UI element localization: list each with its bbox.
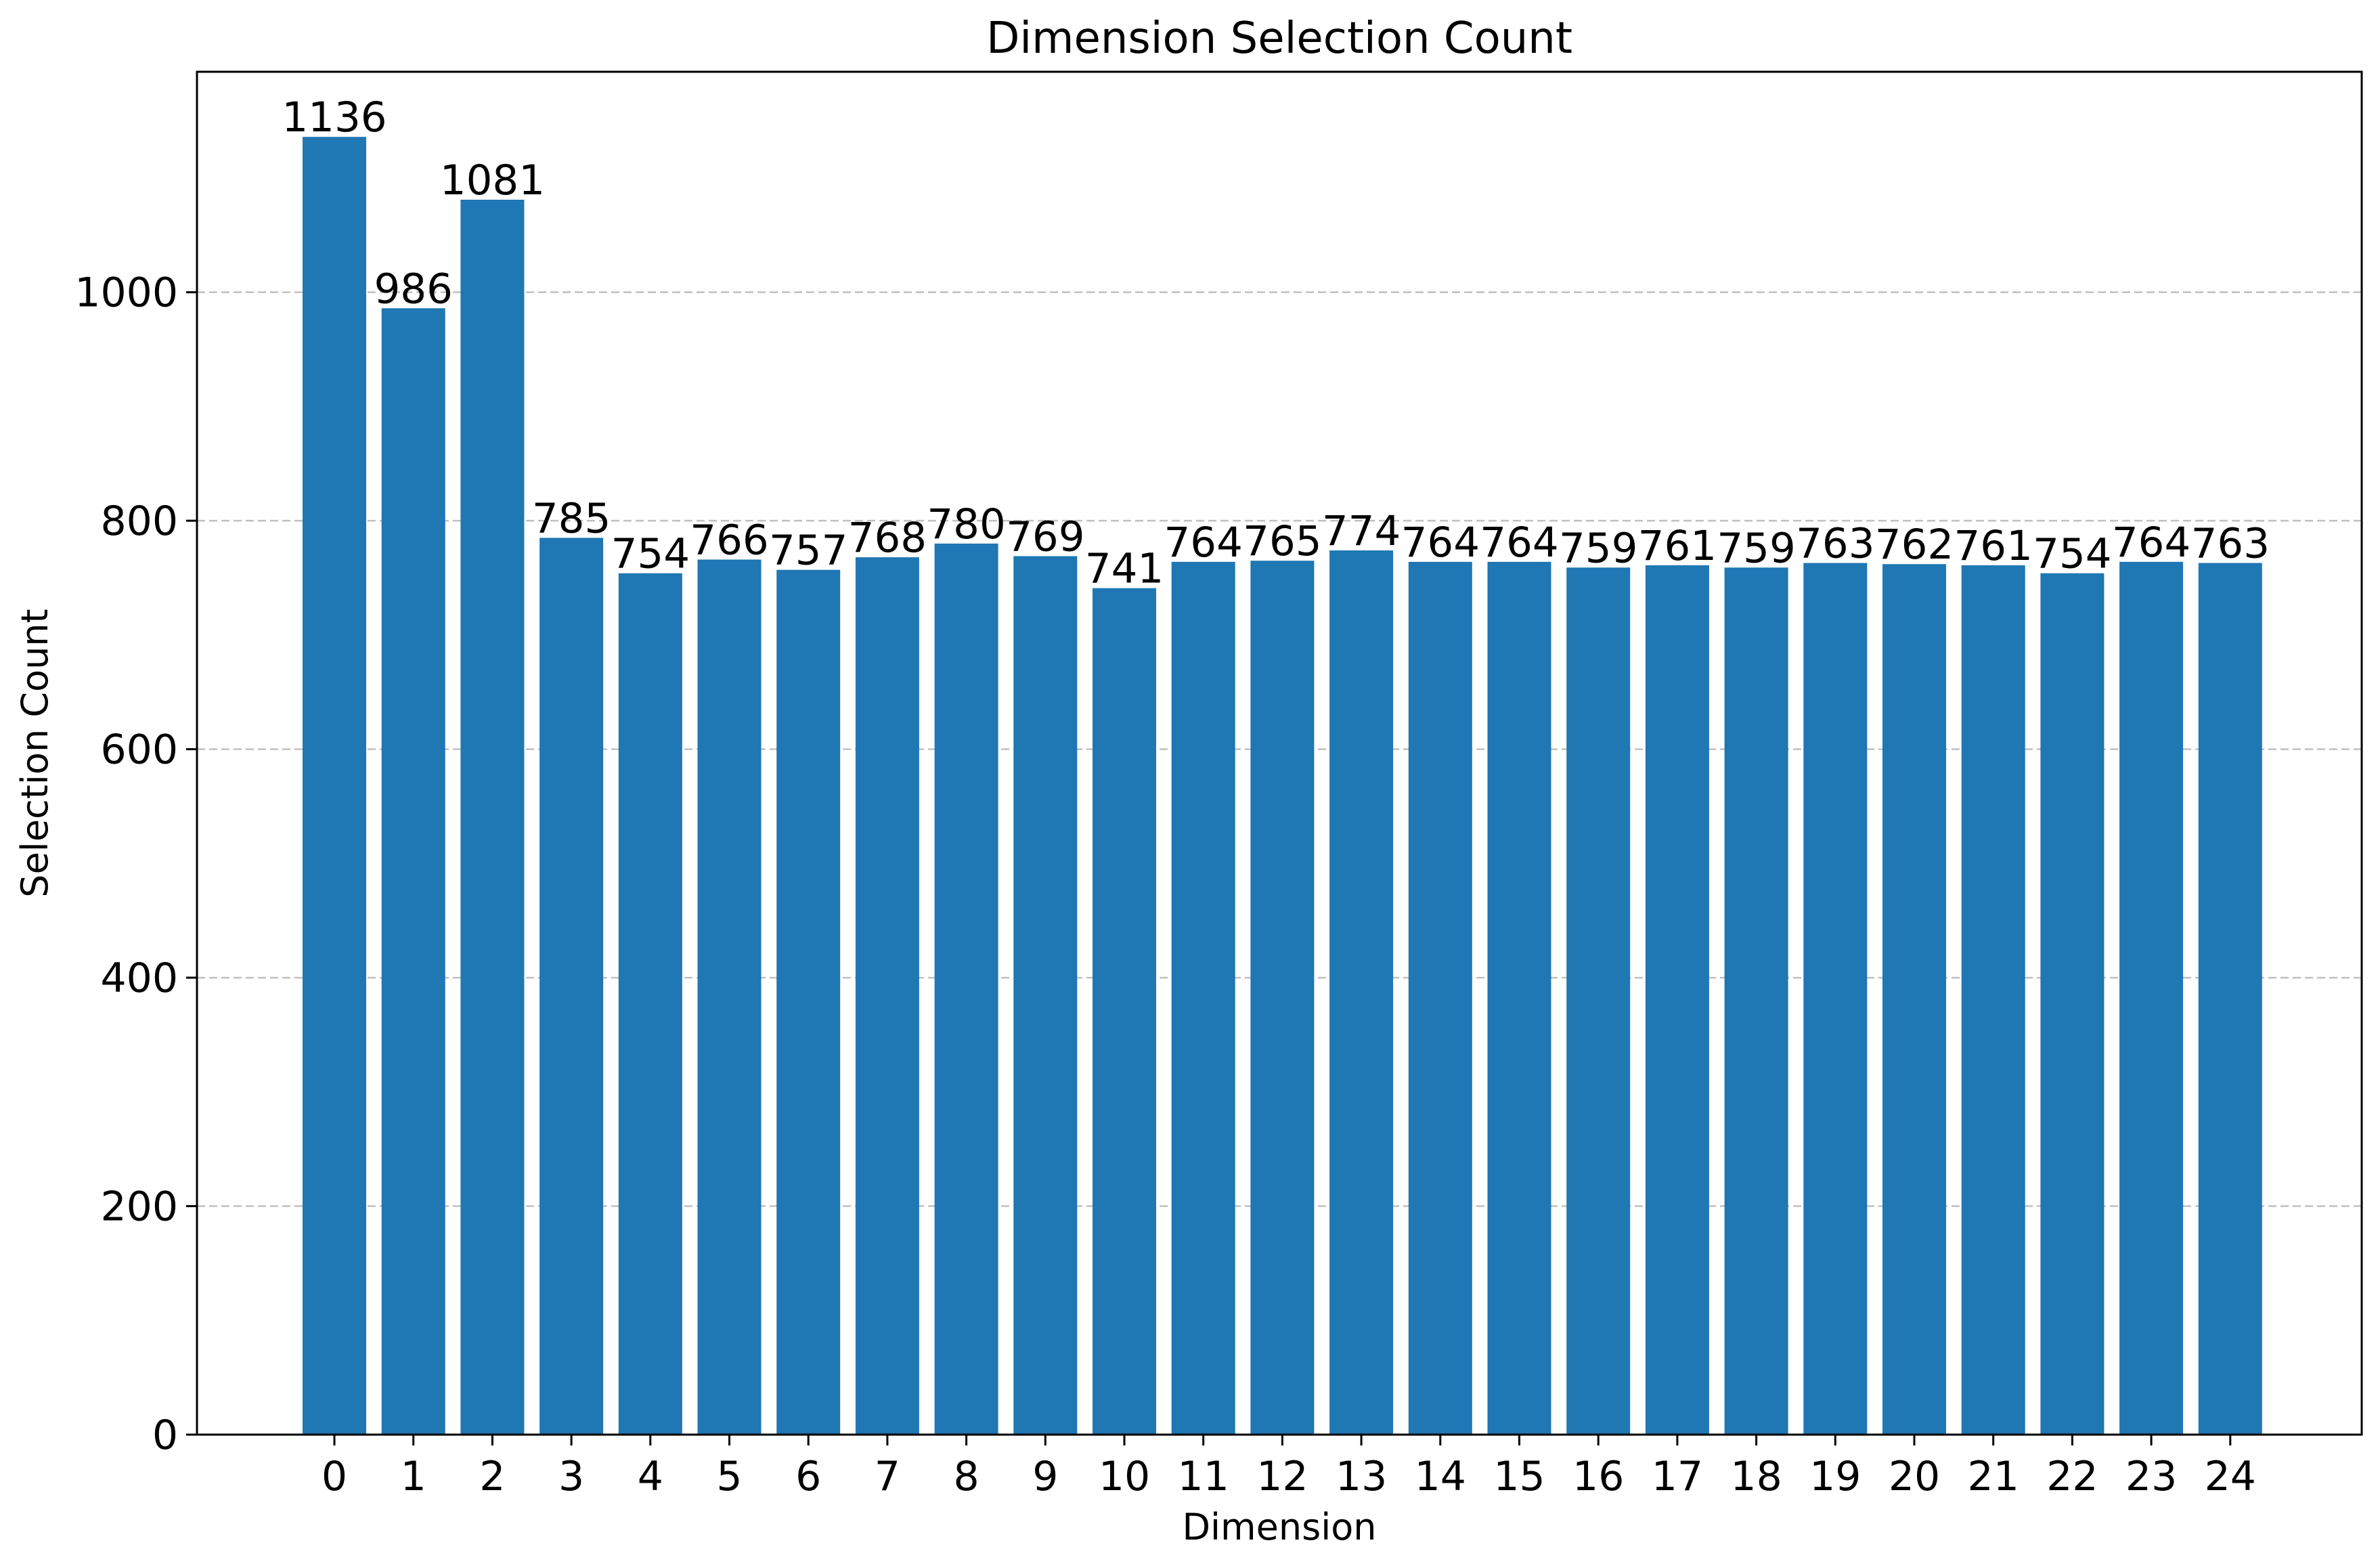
y-tick-label: 0 bbox=[152, 1412, 178, 1459]
bar bbox=[1803, 563, 1868, 1435]
bar-value-label: 763 bbox=[1796, 520, 1874, 568]
bar bbox=[381, 308, 445, 1435]
bar bbox=[1487, 561, 1551, 1435]
bar-value-label: 785 bbox=[532, 494, 611, 542]
bar-value-label: 986 bbox=[374, 265, 452, 313]
bar bbox=[1961, 565, 2025, 1435]
x-tick-label: 10 bbox=[1099, 1453, 1150, 1500]
x-tick-label: 24 bbox=[2205, 1453, 2256, 1500]
bar-value-label: 759 bbox=[1559, 524, 1637, 572]
bar bbox=[2119, 561, 2184, 1435]
x-tick-label: 5 bbox=[716, 1453, 742, 1500]
bar-value-label: 754 bbox=[2033, 530, 2111, 578]
bar-value-label: 764 bbox=[1164, 519, 1242, 567]
bar bbox=[776, 569, 841, 1435]
bar bbox=[855, 557, 919, 1435]
x-axis-ticks: 0 1 2 3 4 5 6 7 8 9 10 11 12 13 14 15 16 17 18 19 20 21 22 23 24 bbox=[322, 1435, 2256, 1500]
x-tick-label: 9 bbox=[1032, 1453, 1058, 1500]
bar bbox=[1329, 550, 1394, 1435]
bar-value-label: 759 bbox=[1717, 524, 1795, 572]
bar-value-label: 768 bbox=[848, 514, 927, 562]
y-tick-label: 800 bbox=[100, 498, 178, 545]
x-tick-label: 20 bbox=[1889, 1453, 1940, 1500]
x-tick-label: 8 bbox=[954, 1453, 979, 1500]
bar bbox=[2040, 573, 2104, 1435]
chart-title: Dimension Selection Count bbox=[986, 14, 1572, 64]
bar-value-label: 763 bbox=[2191, 520, 2270, 568]
bar-value-label: 754 bbox=[611, 530, 690, 578]
bar-value-label: 764 bbox=[1401, 519, 1480, 567]
x-tick-label: 1 bbox=[401, 1453, 426, 1500]
bar bbox=[1566, 567, 1631, 1435]
x-tick-label: 0 bbox=[322, 1453, 347, 1500]
y-tick-label: 1000 bbox=[74, 269, 178, 317]
bar bbox=[1093, 588, 1156, 1435]
bar bbox=[697, 559, 762, 1435]
x-tick-label: 22 bbox=[2046, 1453, 2098, 1500]
y-tick-label: 400 bbox=[100, 955, 178, 1002]
x-tick-label: 18 bbox=[1730, 1453, 1782, 1500]
bar bbox=[303, 137, 366, 1435]
y-tick-label: 600 bbox=[100, 726, 178, 774]
bar bbox=[1408, 561, 1472, 1435]
bar-value-label: 741 bbox=[1085, 545, 1164, 593]
bar-value-label: 757 bbox=[769, 527, 847, 575]
bar-value-label: 764 bbox=[1480, 519, 1558, 567]
bar-value-label: 762 bbox=[1875, 521, 1954, 569]
bar bbox=[460, 199, 525, 1435]
y-tick-label: 200 bbox=[100, 1183, 178, 1231]
bar bbox=[1171, 561, 1235, 1435]
x-tick-label: 4 bbox=[638, 1453, 663, 1500]
bar-value-label: 764 bbox=[2112, 519, 2190, 567]
bar-value-label: 761 bbox=[1954, 522, 2032, 570]
y-axis-label: Selection Count bbox=[14, 609, 56, 897]
bar-value-label: 774 bbox=[1322, 507, 1401, 555]
x-tick-label: 13 bbox=[1336, 1453, 1387, 1500]
bar-value-label: 766 bbox=[690, 516, 768, 564]
bar-value-label: 769 bbox=[1006, 513, 1084, 561]
x-tick-label: 3 bbox=[558, 1453, 584, 1500]
x-tick-label: 23 bbox=[2125, 1453, 2177, 1500]
x-tick-label: 7 bbox=[875, 1453, 900, 1500]
x-axis-label: Dimension bbox=[1182, 1506, 1376, 1548]
bar bbox=[1724, 567, 1788, 1435]
x-tick-label: 14 bbox=[1415, 1453, 1466, 1500]
bar-value-label: 1081 bbox=[440, 156, 545, 204]
bars bbox=[303, 137, 2262, 1435]
x-tick-label: 12 bbox=[1256, 1453, 1308, 1500]
x-tick-label: 16 bbox=[1572, 1453, 1624, 1500]
bar-value-label: 780 bbox=[927, 500, 1005, 548]
x-tick-label: 21 bbox=[1968, 1453, 2019, 1500]
bar bbox=[2198, 563, 2262, 1435]
x-tick-label: 17 bbox=[1652, 1453, 1703, 1500]
bar-value-label: 1136 bbox=[282, 93, 387, 141]
x-tick-label: 19 bbox=[1809, 1453, 1861, 1500]
bar bbox=[1882, 564, 1946, 1435]
bar bbox=[539, 538, 604, 1435]
bar-value-label: 765 bbox=[1243, 517, 1321, 565]
bar bbox=[1645, 565, 1709, 1435]
x-tick-label: 11 bbox=[1178, 1453, 1229, 1500]
bar bbox=[1250, 561, 1315, 1435]
x-tick-label: 6 bbox=[795, 1453, 821, 1500]
plot-frame bbox=[196, 70, 2363, 1436]
bar bbox=[618, 573, 682, 1435]
x-tick-label: 2 bbox=[479, 1453, 505, 1500]
bar bbox=[934, 543, 998, 1435]
x-tick-label: 15 bbox=[1493, 1453, 1545, 1500]
y-axis-ticks: 0 200 400 600 800 1000 bbox=[74, 269, 197, 1459]
bar bbox=[1013, 556, 1078, 1435]
bar-value-label: 761 bbox=[1638, 522, 1717, 570]
